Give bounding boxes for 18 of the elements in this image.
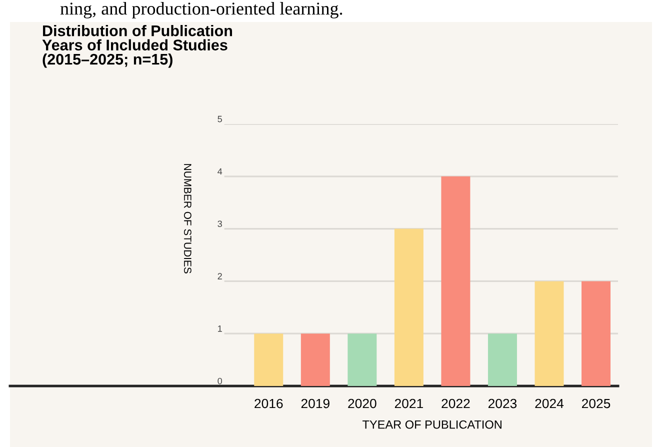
y-tick-label: 2 xyxy=(218,273,222,280)
x-axis-title: TYEAR OF PUBLICATION xyxy=(362,420,502,429)
text: ning, and production-oriented learning. xyxy=(60,2,342,18)
x-tick-label: 2019 xyxy=(301,398,330,408)
x-tick-label: 2022 xyxy=(442,398,470,408)
y-tick-label: 5 xyxy=(218,116,222,122)
chart-title: Distribution of Publication Years of Included Studies (2015–2025; n=15) xyxy=(42,25,232,68)
x-tick-label: 2020 xyxy=(348,398,376,408)
y-axis-title: NUMBER OF STUDIES xyxy=(184,164,192,274)
x-tick-label: 2024 xyxy=(535,398,564,408)
y-tick-label: 1 xyxy=(218,326,222,332)
y-tick-label: 4 xyxy=(218,168,222,175)
x-tick-label: 2023 xyxy=(488,398,517,408)
x-tick-label: 2021 xyxy=(394,398,423,408)
y-tick-label: 0 xyxy=(218,378,222,384)
x-tick-label: 2025 xyxy=(582,398,610,408)
y-tick-label: 3 xyxy=(218,220,222,228)
x-tick-label: 2016 xyxy=(254,398,283,408)
